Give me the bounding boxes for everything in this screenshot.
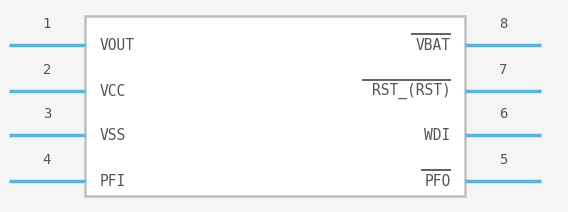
Text: 7: 7	[499, 63, 507, 77]
Text: VSS: VSS	[99, 128, 126, 143]
Text: PFI: PFI	[99, 174, 126, 189]
Bar	[85, 16, 465, 196]
Text: 4: 4	[43, 153, 51, 167]
Text: WDI: WDI	[424, 128, 451, 143]
Text: 6: 6	[499, 107, 507, 121]
Text: 5: 5	[499, 153, 507, 167]
Text: 3: 3	[43, 107, 51, 121]
Text: VOUT: VOUT	[99, 38, 134, 53]
Text: VBAT: VBAT	[416, 38, 451, 53]
Text: 2: 2	[43, 63, 51, 77]
Text: VCC: VCC	[99, 84, 126, 99]
Text: PFO: PFO	[424, 174, 451, 189]
Text: 8: 8	[499, 17, 507, 31]
Text: 1: 1	[43, 17, 51, 31]
Text: RST_(RST): RST_(RST)	[372, 83, 451, 99]
